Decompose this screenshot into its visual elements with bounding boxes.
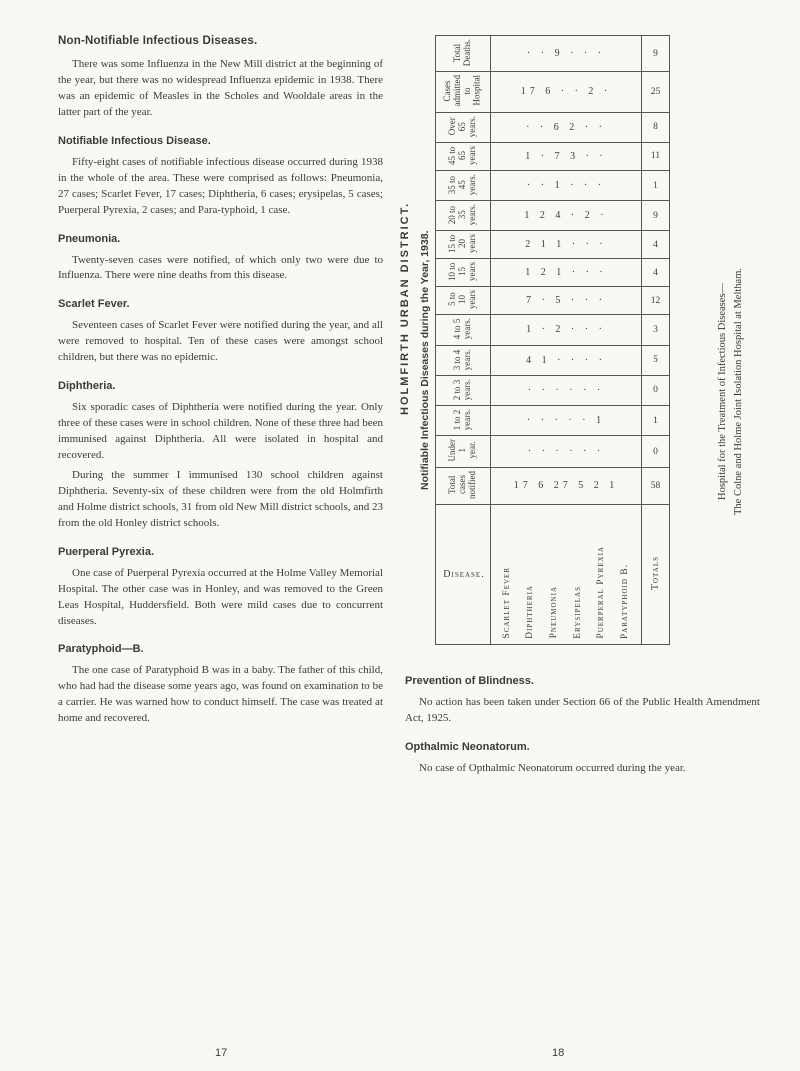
disease-name: Scarlet Fever: [502, 565, 512, 640]
scarlet-paragraph: Seventeen cases of Scarlet Fever were no…: [58, 318, 383, 366]
right-column: HOLMFIRTH URBAN DISTRICT. Notifiable Inf…: [405, 35, 760, 781]
table-row: 1 to 2 years.· · · · · 11: [436, 406, 670, 436]
row-total-cell: 4: [642, 259, 670, 287]
table-row: 10 to 15 years1 2 1 · · ·4: [436, 259, 670, 287]
notifiable-heading: Notifiable Infectious Disease.: [58, 135, 383, 147]
puerperal-heading: Puerperal Pyrexia.: [58, 546, 383, 558]
intro-paragraph: There was some Influenza in the New Mill…: [58, 57, 383, 121]
row-values-cell: 4 1 · · · ·: [491, 345, 642, 375]
row-label-cell: 15 to 20 years: [436, 231, 491, 259]
notifiable-paragraph: Fifty-eight cases of notifiable infectio…: [58, 155, 383, 219]
row-values-cell: · · 6 2 · ·: [491, 112, 642, 142]
row-values-cell: 7 · 5 · · ·: [491, 287, 642, 315]
left-column: Non-Notifiable Infectious Diseases. Ther…: [58, 35, 383, 781]
prevention-paragraph: No action has been taken under Section 6…: [405, 695, 760, 727]
table-row: 2 to 3 years.· · · · · ·0: [436, 375, 670, 405]
table-row: 20 to 35 years.1 2 4 · 2 ·9: [436, 201, 670, 231]
page-number-right: 18: [552, 1047, 564, 1059]
row-values-cell: · · 9 · · ·: [491, 36, 642, 72]
row-total-cell: 5: [642, 345, 670, 375]
row-values-cell: 1 · 2 · · ·: [491, 315, 642, 345]
disease-name: Diphtheria: [525, 583, 535, 641]
row-values-cell: 1 2 4 · 2 ·: [491, 201, 642, 231]
row-label-cell: Under 1 year.: [436, 436, 491, 468]
row-values-cell: · · · · · ·: [491, 436, 642, 468]
row-label-cell: Over 65 years.: [436, 112, 491, 142]
row-total-cell: 1: [642, 170, 670, 200]
disease-name: Pneumonia: [549, 584, 559, 640]
row-values-cell: 1 2 1 · · ·: [491, 259, 642, 287]
row-total-cell: 9: [642, 201, 670, 231]
pneumonia-heading: Pneumonia.: [58, 233, 383, 245]
table-row: 5 to 10 years7 · 5 · · ·12: [436, 287, 670, 315]
pneumonia-paragraph: Twenty-seven cases were notified, of whi…: [58, 253, 383, 285]
disease-header-cell: Disease.: [436, 504, 491, 644]
row-total-cell: 12: [642, 287, 670, 315]
totals-header-cell: Totals: [642, 504, 670, 644]
row-values-cell: 17 6 · · 2 ·: [491, 72, 642, 113]
disease-names-row: Disease. Scarlet Fever Diphtheria Pneumonia…: [436, 504, 670, 644]
disease-name: Erysipelas: [573, 584, 583, 641]
table-row: Over 65 years.· · 6 2 · ·8: [436, 112, 670, 142]
footnote-line1: Hospital for the Treatment of Infectious…: [717, 283, 728, 500]
table-row: Total Deaths.· · 9 · · ·9: [436, 36, 670, 72]
row-label-cell: Cases admitted to Hospital: [436, 72, 491, 113]
row-total-cell: 0: [642, 375, 670, 405]
table-footnote: Hospital for the Treatment of Infectious…: [715, 268, 747, 515]
row-total-cell: 25: [642, 72, 670, 113]
table-row: Cases admitted to Hospital17 6 · · 2 ·25: [436, 72, 670, 113]
table-row: 35 to 45 years.· · 1 · · ·1: [436, 170, 670, 200]
row-values-cell: 2 1 1 · · ·: [491, 231, 642, 259]
row-total-cell: 0: [642, 436, 670, 468]
paratyphoid-paragraph: The one case of Paratyphoid B was in a b…: [58, 663, 383, 727]
scarlet-heading: Scarlet Fever.: [58, 298, 383, 310]
row-total-cell: 11: [642, 142, 670, 170]
table-row: 3 to 4 years.4 1 · · · ·5: [436, 345, 670, 375]
paratyphoid-heading: Paratyphoid—B.: [58, 643, 383, 655]
footnote-line2: The Colne and Holme Joint Isolation Hosp…: [733, 268, 744, 515]
diphtheria-p2: During the summer I immunised 130 school…: [58, 468, 383, 532]
opthalmic-heading: Opthalmic Neonatorum.: [405, 741, 760, 753]
opthalmic-paragraph: No case of Opthalmic Neonatorum occurred…: [405, 761, 760, 777]
row-label-cell: Total cases notified: [436, 467, 491, 504]
row-total-cell: 1: [642, 406, 670, 436]
disease-name: Puerperal Pyrexia: [596, 544, 606, 641]
row-label-cell: 2 to 3 years.: [436, 375, 491, 405]
row-values-cell: 17 6 27 5 2 1: [491, 467, 642, 504]
row-label-cell: 20 to 35 years.: [436, 201, 491, 231]
row-label-cell: 5 to 10 years: [436, 287, 491, 315]
row-label-cell: 35 to 45 years.: [436, 170, 491, 200]
row-label-cell: Total Deaths.: [436, 36, 491, 72]
row-values-cell: · · · · · ·: [491, 375, 642, 405]
puerperal-paragraph: One case of Puerperal Pyrexia occurred a…: [58, 566, 383, 630]
row-values-cell: · · 1 · · ·: [491, 170, 642, 200]
table-row: 15 to 20 years2 1 1 · · ·4: [436, 231, 670, 259]
row-label-cell: 3 to 4 years.: [436, 345, 491, 375]
row-label-cell: 45 to 65 years: [436, 142, 491, 170]
infectious-diseases-table: Total Deaths.· · 9 · · ·9Cases admitted …: [435, 35, 670, 645]
page-number-left: 17: [215, 1047, 227, 1059]
diphtheria-heading: Diphtheria.: [58, 380, 383, 392]
table-row: 45 to 65 years1 · 7 3 · ·11: [436, 142, 670, 170]
row-label-cell: 10 to 15 years: [436, 259, 491, 287]
table-row: Total cases notified17 6 27 5 2 158: [436, 467, 670, 504]
row-values-cell: · · · · · 1: [491, 406, 642, 436]
row-total-cell: 9: [642, 36, 670, 72]
row-label-cell: 4 to 5 years.: [436, 315, 491, 345]
non-notifiable-heading: Non-Notifiable Infectious Diseases.: [58, 35, 383, 47]
disease-name: Paratyphoid B.: [620, 562, 630, 641]
prevention-heading: Prevention of Blindness.: [405, 675, 760, 687]
row-values-cell: 1 · 7 3 · ·: [491, 142, 642, 170]
disease-names-cell: Scarlet Fever Diphtheria Pneumonia Erysipel…: [491, 504, 642, 644]
table-row: 4 to 5 years.1 · 2 · · ·3: [436, 315, 670, 345]
row-total-cell: 3: [642, 315, 670, 345]
row-total-cell: 58: [642, 467, 670, 504]
row-label-cell: 1 to 2 years.: [436, 406, 491, 436]
district-label: HOLMFIRTH URBAN DISTRICT.: [399, 202, 411, 415]
row-total-cell: 4: [642, 231, 670, 259]
table-row: Under 1 year.· · · · · ·0: [436, 436, 670, 468]
diphtheria-p1: Six sporadic cases of Diphtheria were no…: [58, 400, 383, 464]
table-title: Notifiable Infectious Diseases during th…: [419, 231, 431, 491]
row-total-cell: 8: [642, 112, 670, 142]
